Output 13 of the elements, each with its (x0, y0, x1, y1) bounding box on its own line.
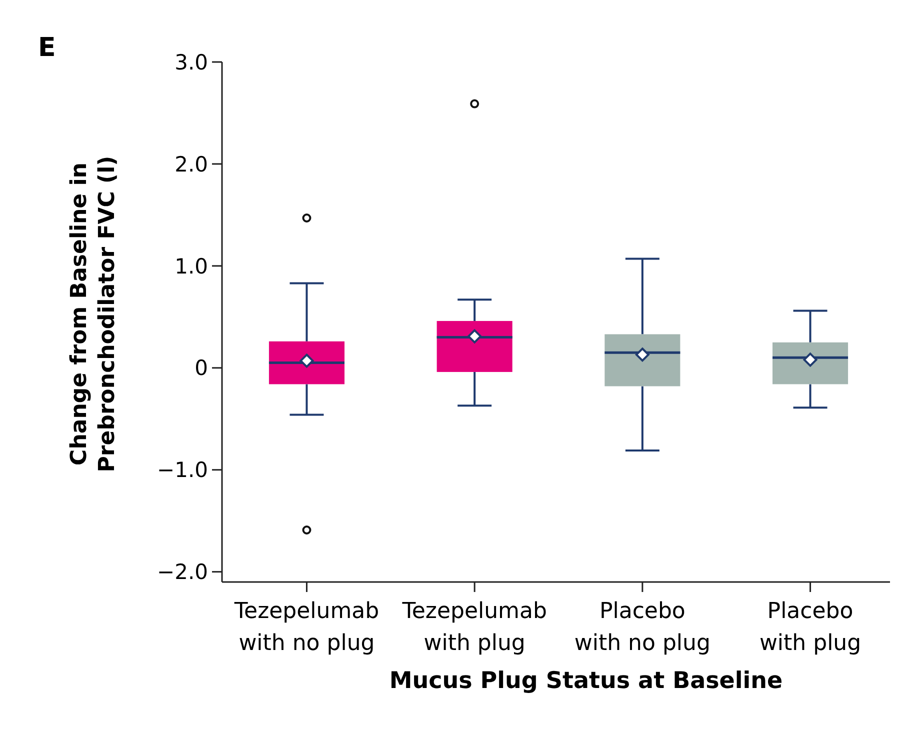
y-tick-label: −2.0 (157, 560, 208, 584)
x-tick-label: Tezepelumab with plug (401, 599, 547, 656)
x-tick-label: Placebo with no plug (574, 599, 710, 656)
y-tick-label: 3.0 (174, 50, 208, 74)
x-tick-label: Placebo with plug (759, 599, 862, 656)
y-tick-label: 2.0 (174, 152, 208, 176)
y-tick-label: 1.0 (174, 254, 208, 278)
text: E (38, 33, 56, 63)
y-tick-label: 0 (194, 356, 208, 380)
y-tick-label: −1.0 (157, 458, 208, 482)
x-tick-label: Tezepelumab with no plug (233, 599, 380, 656)
x-axis-title: Mucus Plug Status at Baseline (389, 668, 783, 694)
y-axis-title: Change from Baseline in Prebronchodilator FVC (l) (67, 156, 120, 472)
